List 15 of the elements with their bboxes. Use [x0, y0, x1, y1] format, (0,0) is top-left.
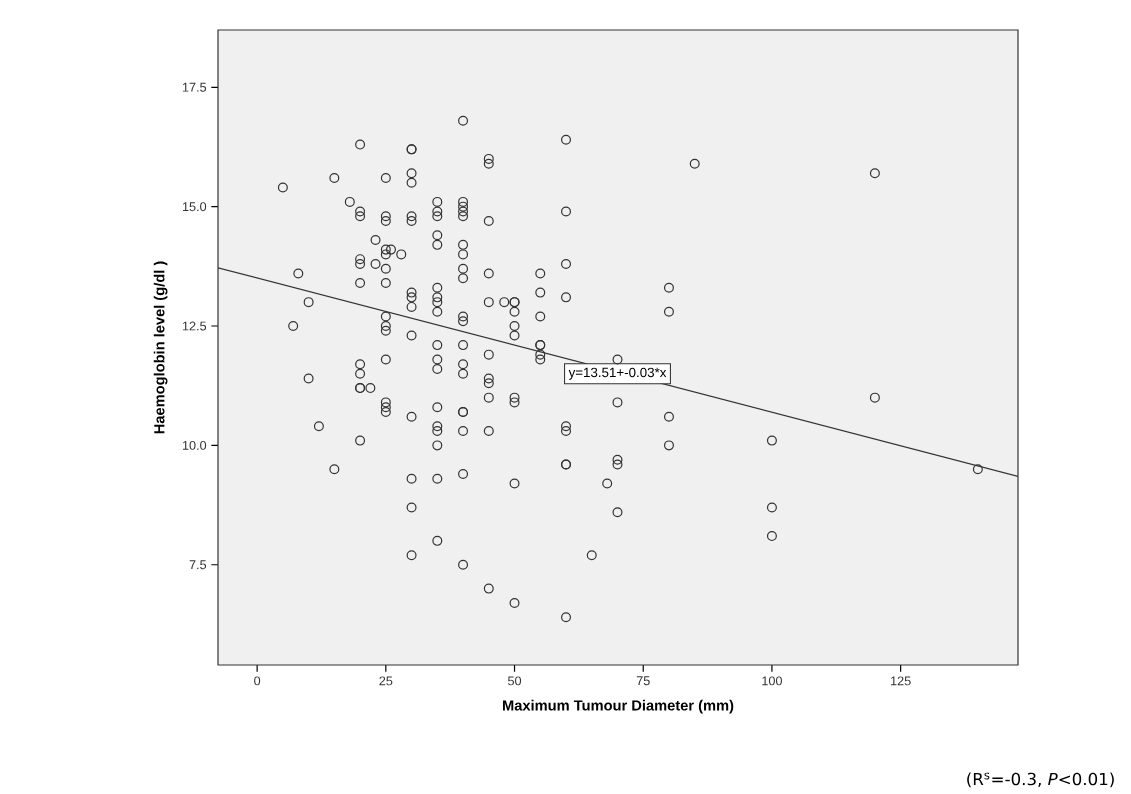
x-tick-label: 0: [254, 676, 261, 686]
x-tick-label: 100: [762, 676, 782, 686]
x-tick-label: 25: [379, 676, 393, 686]
text: (R$^{s}$=-0.3, P<0.01): [967, 772, 1114, 788]
x-tick-label: 75: [636, 676, 650, 686]
y-tick-label: 15.0: [182, 202, 207, 212]
y-tick-label: 12.5: [182, 321, 207, 331]
y-tick-label: 17.5: [182, 82, 207, 92]
annotation: y=13.51+-0.03*x: [568, 367, 667, 380]
y-axis-title: Haemoglobin level (g/dl ): [153, 261, 168, 434]
x-tick-label: 125: [891, 676, 911, 686]
x-axis-title: Maximum Tumour Diameter (mm): [502, 699, 734, 714]
x-tick-label: 50: [507, 676, 522, 686]
y-tick-label: 7.5: [189, 560, 207, 570]
y-tick-label: 10.0: [182, 440, 207, 450]
